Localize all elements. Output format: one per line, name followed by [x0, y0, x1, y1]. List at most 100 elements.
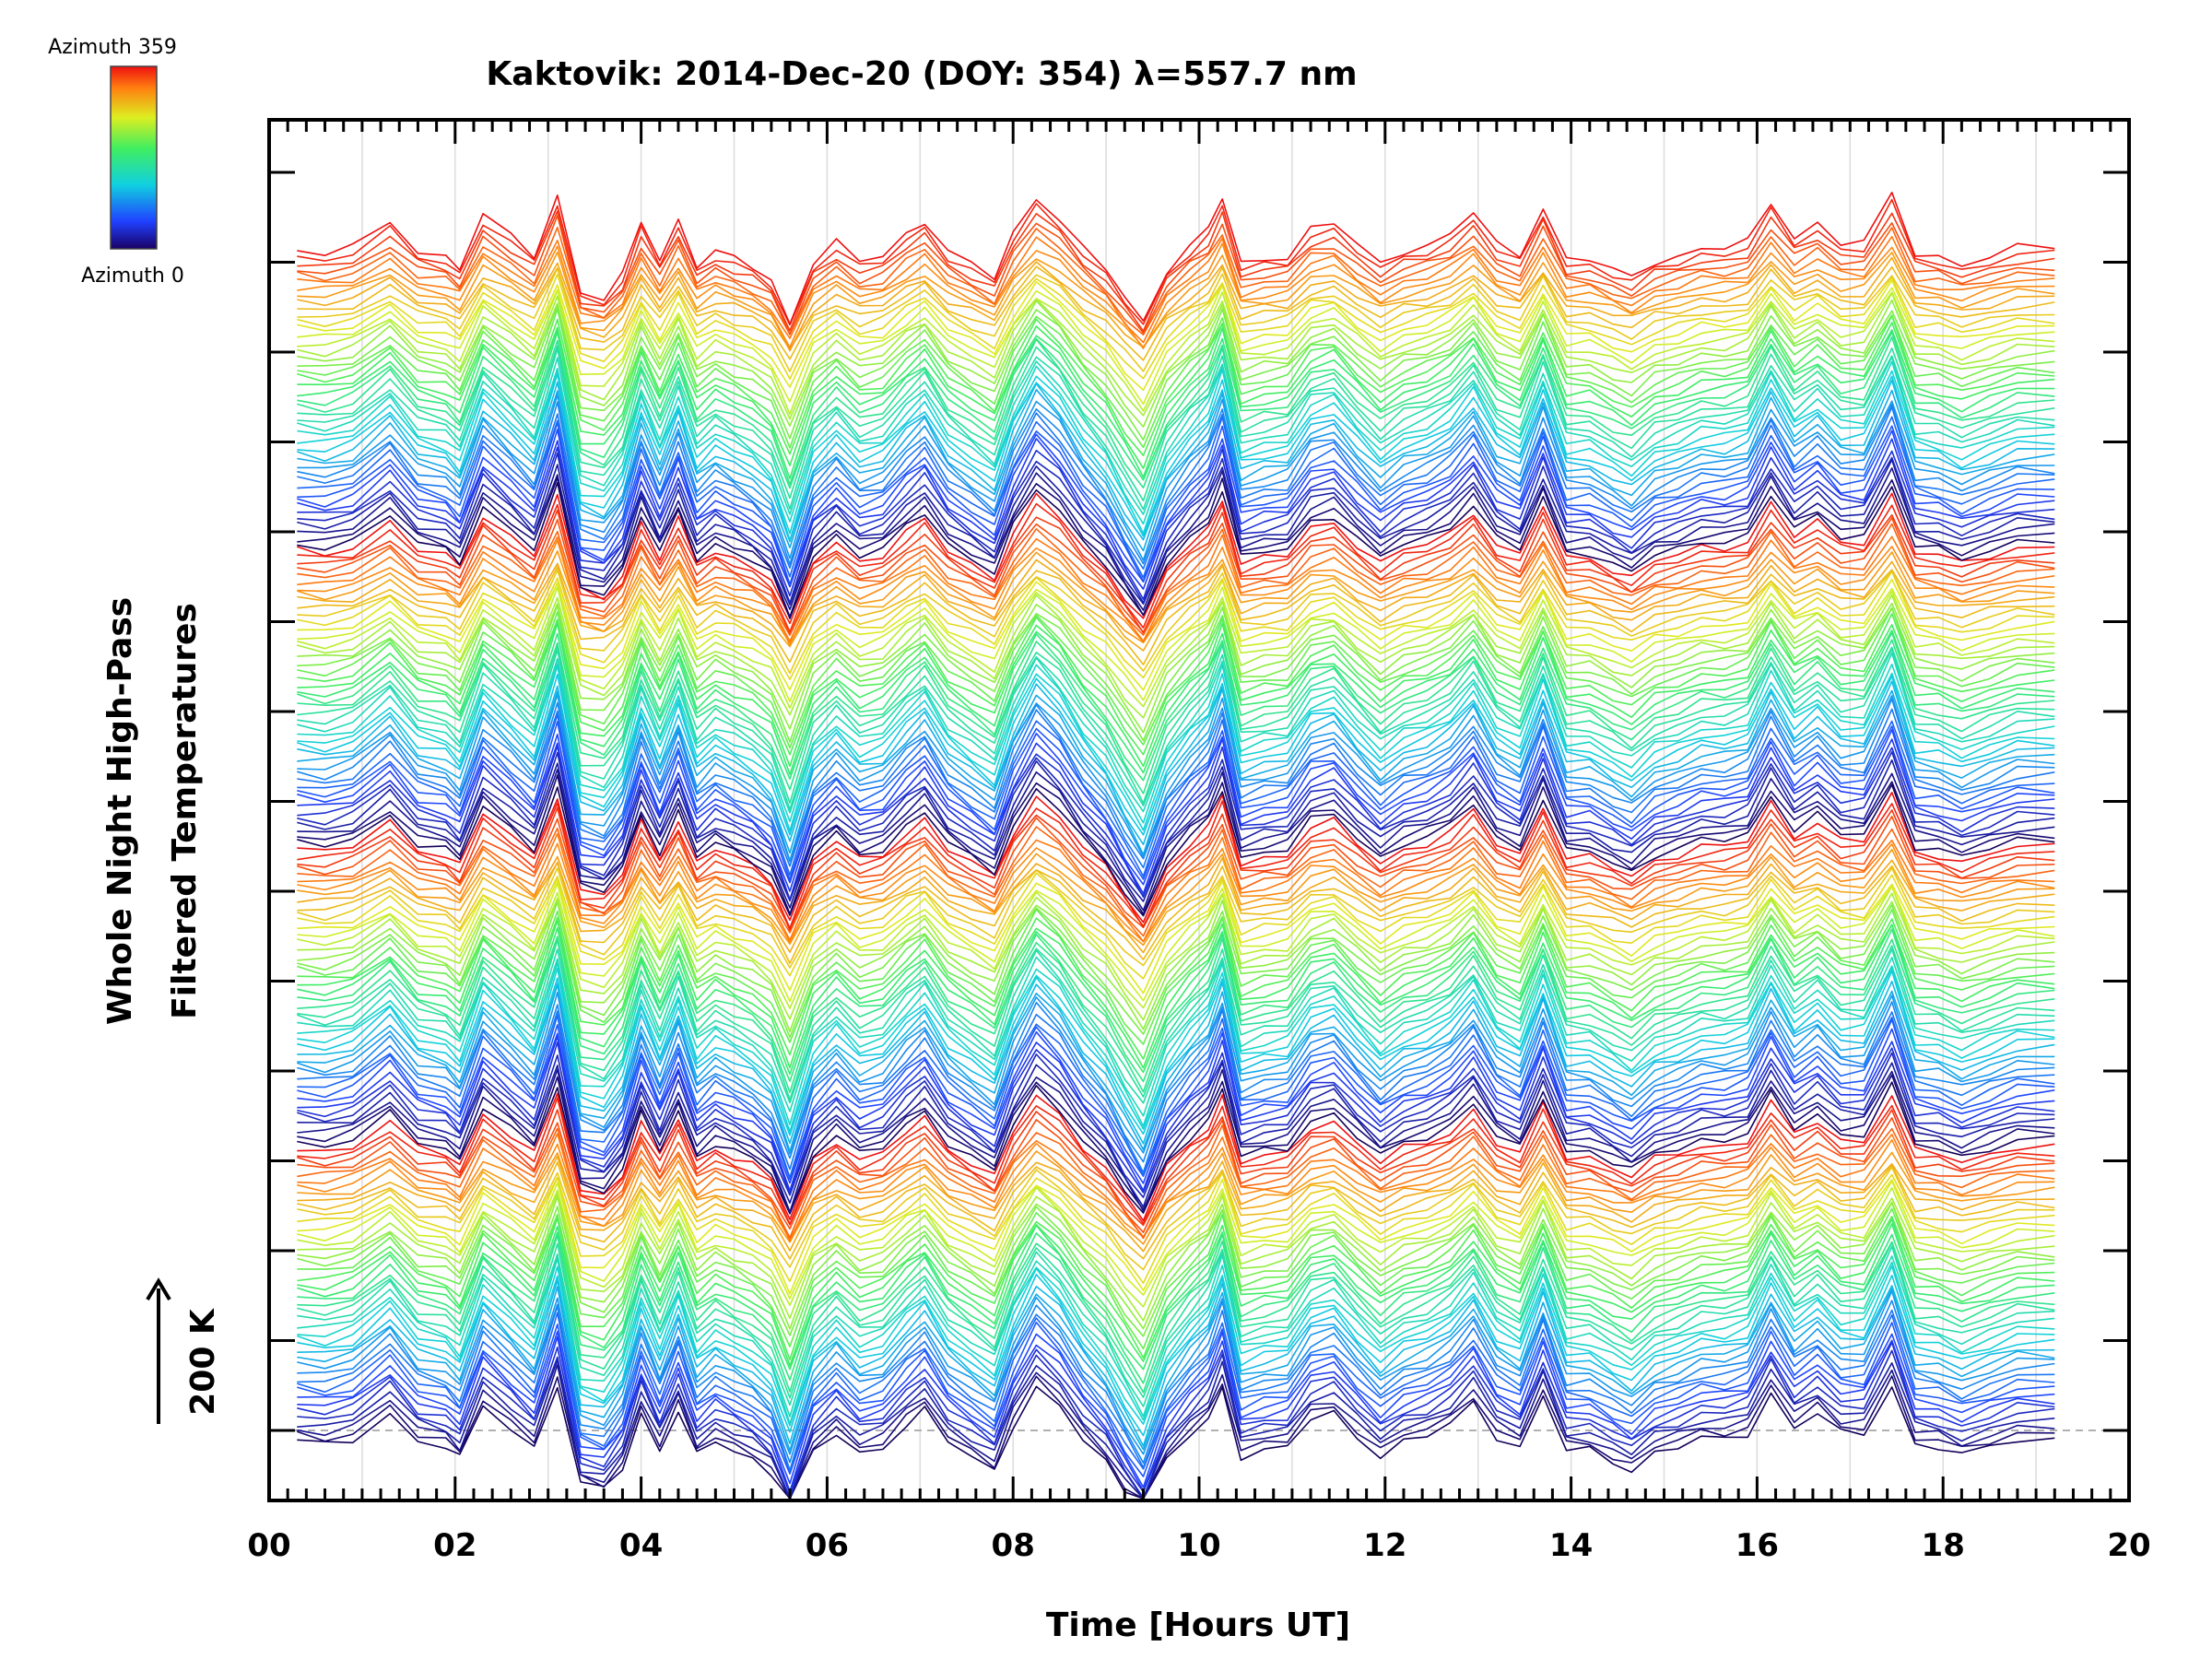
- series-line: [297, 956, 2055, 1117]
- series-line: [297, 826, 2055, 937]
- series-line: [297, 644, 2055, 805]
- series-line: [297, 832, 2055, 943]
- series-line: [297, 816, 2055, 930]
- series-line: [297, 1257, 2055, 1425]
- series-line: [297, 256, 2055, 350]
- series-line: [297, 1300, 2055, 1465]
- series-line: [297, 897, 2055, 1032]
- series-line: [297, 406, 2055, 570]
- series-line: [297, 1223, 2055, 1371]
- series-line: [297, 751, 2055, 901]
- series-line: [297, 564, 2055, 665]
- series-line: [297, 713, 2055, 877]
- series-line: [297, 878, 2055, 994]
- series-line: [297, 1109, 2055, 1227]
- series-line: [297, 273, 2055, 380]
- series-line: [297, 1214, 2055, 1361]
- series-line: [297, 783, 2055, 917]
- series-line: [297, 356, 2055, 515]
- series-line: [297, 372, 2055, 542]
- series-line: [297, 622, 2055, 775]
- series-line: [297, 347, 2055, 511]
- series-line: [297, 600, 2055, 734]
- series-line: [297, 800, 2055, 929]
- series-line: [297, 967, 2055, 1133]
- series-line: [297, 452, 2055, 604]
- series-line: [297, 345, 2055, 502]
- x-tick-label: 10: [1177, 1527, 1220, 1564]
- series-line: [297, 1195, 2055, 1330]
- x-tick-label: 12: [1363, 1527, 1406, 1564]
- series-line: [297, 1138, 2055, 1241]
- series-line: [297, 652, 2055, 814]
- series-line: [297, 578, 2055, 691]
- x-tick-labels: 00 02 04 06 08 10 12 14 16 18 20: [247, 1527, 2150, 1564]
- series-line: [297, 1166, 2055, 1271]
- y-axis-label-line-2: Filtered Temperatures: [166, 603, 204, 1019]
- series-line: [297, 1097, 2055, 1226]
- series-line: [297, 1359, 2055, 1500]
- series-line: [297, 1321, 2055, 1477]
- x-tick-label: 04: [619, 1527, 663, 1564]
- series-line: [297, 842, 2055, 944]
- series-line: [297, 721, 2055, 881]
- series-line: [297, 368, 2055, 535]
- series-line: [297, 394, 2055, 561]
- series-line: [297, 1041, 2055, 1195]
- series-line: [297, 1015, 2055, 1179]
- series-line: [297, 1092, 2055, 1222]
- scale-bar-label: 200 K: [184, 1308, 222, 1416]
- series-line: [297, 227, 2055, 336]
- series-line: [297, 673, 2055, 836]
- series-line: [297, 916, 2055, 1060]
- series-line: [297, 737, 2055, 895]
- series-line: [297, 210, 2055, 332]
- series-line: [297, 857, 2055, 954]
- series-line: [297, 331, 2055, 486]
- legend-colorbar: [110, 65, 158, 250]
- series-line: [297, 619, 2055, 768]
- series-line: [297, 304, 2055, 441]
- series-line: [297, 792, 2055, 924]
- series-line: [297, 251, 2055, 352]
- series-line: [297, 446, 2055, 600]
- series-line: [297, 539, 2055, 646]
- series-line: [297, 806, 2055, 932]
- series-line: [297, 1117, 2055, 1233]
- series-line: [297, 198, 2055, 326]
- series-line: [297, 992, 2055, 1155]
- series-line: [297, 886, 2055, 1009]
- series-line: [297, 594, 2055, 719]
- series-line: [297, 900, 2055, 1039]
- series-line: [297, 534, 2055, 642]
- x-tick-label: 00: [247, 1527, 290, 1564]
- series-line: [297, 481, 2055, 619]
- series-line: [297, 477, 2055, 618]
- x-tick-label: 06: [806, 1527, 849, 1564]
- series-line: [297, 648, 2055, 811]
- series-line: [297, 924, 2055, 1076]
- series-line: [297, 1176, 2055, 1295]
- series-line: [297, 919, 2055, 1069]
- series-line: [297, 292, 2055, 420]
- series-line: [297, 848, 2055, 947]
- series-line: [297, 1217, 2055, 1367]
- series-line: [297, 1192, 2055, 1322]
- series-line: [297, 1156, 2055, 1253]
- x-tick-label: 18: [1922, 1527, 1965, 1564]
- series-line: [297, 1133, 2055, 1242]
- series-line: [297, 322, 2055, 469]
- series-line: [297, 360, 2055, 525]
- x-tick-label: 16: [1735, 1527, 1779, 1564]
- series-line: [297, 1286, 2055, 1452]
- series-line: [297, 939, 2055, 1101]
- scale-bar: 200 K: [146, 1277, 222, 1424]
- series-line: [297, 1234, 2055, 1394]
- series-line: [297, 284, 2055, 406]
- series-line: [297, 299, 2055, 428]
- series-line: [297, 559, 2055, 652]
- series-line: [297, 769, 2055, 912]
- series-line: [297, 948, 2055, 1104]
- axis-ticks: [269, 120, 2129, 1500]
